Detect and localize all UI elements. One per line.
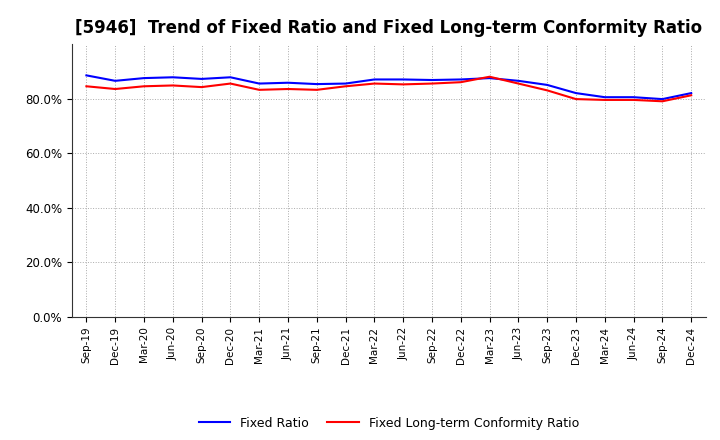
Fixed Long-term Conformity Ratio	[82, 84, 91, 89]
Fixed Long-term Conformity Ratio	[629, 97, 638, 103]
Fixed Long-term Conformity Ratio	[456, 80, 465, 85]
Fixed Ratio	[255, 81, 264, 86]
Fixed Long-term Conformity Ratio	[428, 81, 436, 86]
Fixed Ratio	[600, 95, 609, 100]
Fixed Long-term Conformity Ratio	[370, 81, 379, 86]
Fixed Long-term Conformity Ratio	[197, 84, 206, 90]
Fixed Ratio	[399, 77, 408, 82]
Fixed Ratio	[456, 77, 465, 82]
Line: Fixed Long-term Conformity Ratio: Fixed Long-term Conformity Ratio	[86, 77, 691, 101]
Fixed Long-term Conformity Ratio	[255, 87, 264, 92]
Fixed Ratio	[687, 91, 696, 96]
Fixed Long-term Conformity Ratio	[226, 81, 235, 86]
Fixed Ratio	[428, 77, 436, 83]
Fixed Long-term Conformity Ratio	[111, 86, 120, 92]
Fixed Ratio	[514, 78, 523, 84]
Fixed Ratio	[197, 76, 206, 81]
Fixed Long-term Conformity Ratio	[284, 86, 292, 92]
Fixed Ratio	[140, 76, 148, 81]
Fixed Long-term Conformity Ratio	[600, 97, 609, 103]
Fixed Long-term Conformity Ratio	[514, 81, 523, 86]
Line: Fixed Ratio: Fixed Ratio	[86, 75, 691, 99]
Fixed Long-term Conformity Ratio	[687, 93, 696, 98]
Fixed Ratio	[572, 91, 580, 96]
Fixed Ratio	[485, 76, 494, 81]
Fixed Ratio	[370, 77, 379, 82]
Fixed Ratio	[629, 95, 638, 100]
Fixed Ratio	[312, 81, 321, 87]
Fixed Ratio	[82, 73, 91, 78]
Fixed Long-term Conformity Ratio	[543, 88, 552, 93]
Fixed Ratio	[543, 82, 552, 88]
Fixed Long-term Conformity Ratio	[658, 99, 667, 104]
Fixed Ratio	[111, 78, 120, 84]
Fixed Long-term Conformity Ratio	[399, 82, 408, 87]
Fixed Ratio	[168, 75, 177, 80]
Fixed Long-term Conformity Ratio	[485, 74, 494, 79]
Fixed Long-term Conformity Ratio	[140, 84, 148, 89]
Fixed Long-term Conformity Ratio	[341, 84, 350, 89]
Fixed Long-term Conformity Ratio	[312, 87, 321, 92]
Legend: Fixed Ratio, Fixed Long-term Conformity Ratio: Fixed Ratio, Fixed Long-term Conformity …	[192, 411, 585, 436]
Title: [5946]  Trend of Fixed Ratio and Fixed Long-term Conformity Ratio: [5946] Trend of Fixed Ratio and Fixed Lo…	[75, 19, 703, 37]
Fixed Ratio	[341, 81, 350, 86]
Fixed Long-term Conformity Ratio	[168, 83, 177, 88]
Fixed Ratio	[284, 80, 292, 85]
Fixed Ratio	[658, 96, 667, 102]
Fixed Ratio	[226, 75, 235, 80]
Fixed Long-term Conformity Ratio	[572, 96, 580, 102]
